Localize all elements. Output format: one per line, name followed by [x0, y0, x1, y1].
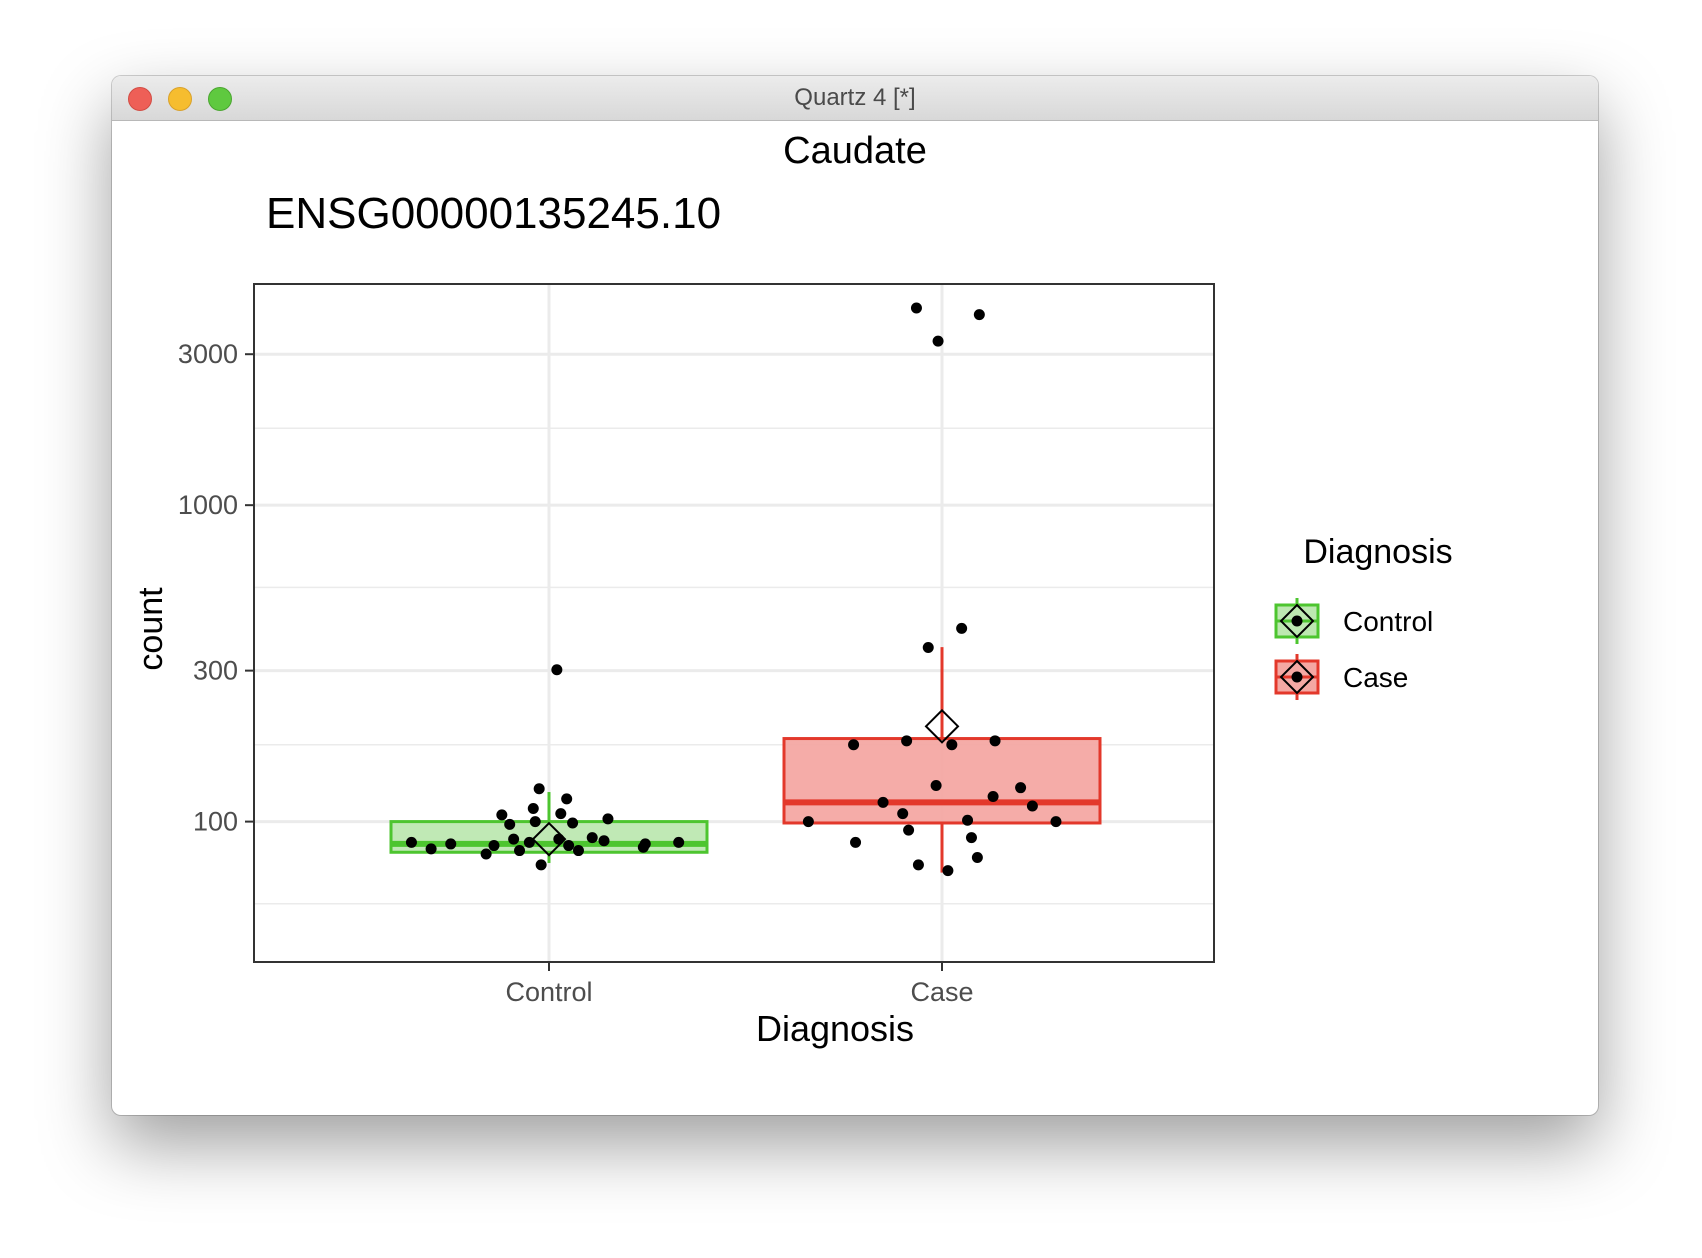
minimize-icon[interactable]: [168, 87, 192, 111]
data-point: [572, 845, 584, 857]
data-point: [425, 843, 437, 855]
y-tick-label: 1000: [178, 490, 238, 520]
title-bar[interactable]: Quartz 4 [*]: [112, 76, 1598, 121]
data-point: [922, 641, 934, 653]
chart-subtitle: ENSG00000135245.10: [266, 189, 721, 238]
y-axis-title: count: [132, 587, 170, 671]
x-tick-label: Control: [505, 977, 592, 1007]
data-point: [901, 735, 913, 747]
data-point: [987, 791, 999, 803]
data-point: [514, 845, 526, 857]
mean-diamond: [924, 708, 960, 744]
data-point: [561, 793, 573, 805]
data-point: [930, 780, 942, 792]
data-point: [1050, 816, 1062, 828]
data-point: [555, 808, 567, 820]
data-point: [445, 838, 457, 850]
data-point: [897, 808, 909, 820]
close-icon[interactable]: [128, 87, 152, 111]
data-point: [962, 814, 974, 826]
plot-panel-border: [253, 283, 1215, 963]
data-point: [973, 309, 985, 321]
data-point: [504, 818, 516, 830]
data-point: [567, 817, 579, 829]
box-case: [782, 737, 1102, 825]
legend-title: Diagnosis: [1303, 533, 1452, 571]
plot-area: 100 300 1000 3000 Control Case: [178, 283, 1215, 1007]
y-tick-label: 3000: [178, 339, 238, 369]
data-point: [673, 836, 685, 848]
data-point: [877, 796, 889, 808]
data-point: [535, 859, 547, 871]
data-point: [533, 783, 545, 795]
data-point: [989, 735, 1001, 747]
data-point: [639, 838, 651, 850]
chart-title: Caudate: [783, 130, 927, 172]
data-point: [912, 859, 924, 871]
x-axis-title: Diagnosis: [756, 1008, 914, 1049]
legend-key-diamond: [1279, 659, 1315, 695]
legend-entry-label: Case: [1343, 662, 1408, 693]
window-title: Quartz 4 [*]: [794, 84, 916, 111]
legend-key-diamond: [1279, 603, 1315, 639]
data-point: [942, 865, 954, 877]
maximize-icon[interactable]: [208, 87, 232, 111]
legend-key-point: [1291, 615, 1303, 627]
data-point: [563, 840, 575, 852]
mean-diamond: [531, 821, 567, 857]
legend: Diagnosis Control Case: [1274, 533, 1453, 700]
data-point: [910, 302, 922, 314]
data-point: [1015, 782, 1027, 794]
data-point: [508, 833, 520, 845]
data-point: [488, 840, 500, 852]
data-point: [553, 833, 565, 845]
data-point: [1026, 800, 1038, 812]
y-tick-label: 100: [193, 807, 238, 837]
data-point: [971, 852, 983, 864]
legend-key-point: [1291, 671, 1303, 683]
data-point: [848, 739, 860, 751]
data-point: [932, 335, 944, 347]
data-point: [598, 835, 610, 847]
data-point: [802, 816, 814, 828]
data-point: [946, 739, 958, 751]
data-point: [602, 813, 614, 825]
data-point: [965, 832, 977, 844]
y-tick-label: 300: [193, 656, 238, 686]
data-point: [529, 816, 541, 828]
data-point: [405, 836, 417, 848]
data-point: [496, 809, 508, 821]
data-point: [527, 803, 539, 815]
boxplot-chart: Caudate ENSG00000135245.10 100 300 1000 300…: [132, 130, 1453, 1049]
data-point: [850, 836, 862, 848]
x-tick-label: Case: [910, 977, 973, 1007]
data-point: [480, 848, 492, 860]
data-point: [903, 824, 915, 836]
box-control: [389, 820, 709, 854]
data-point: [551, 664, 563, 676]
data-point: [586, 832, 598, 844]
quartz-window: Quartz 4 [*] Caudate ENSG00000135245.10 …: [112, 76, 1598, 1115]
data-point: [956, 622, 968, 634]
legend-entry-label: Control: [1343, 606, 1433, 637]
